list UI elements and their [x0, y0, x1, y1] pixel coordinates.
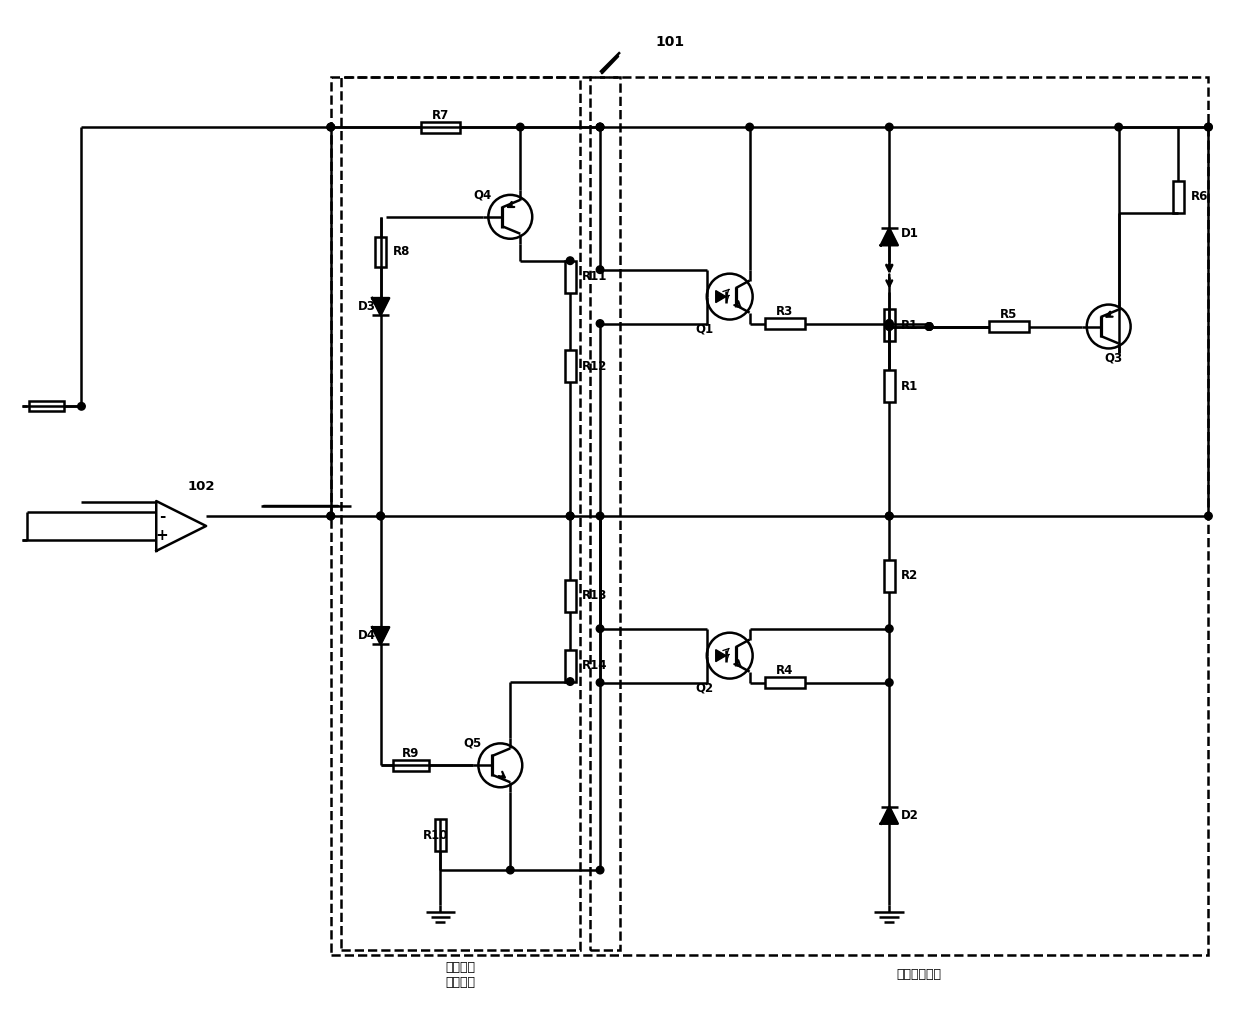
Circle shape	[596, 320, 604, 327]
Text: 激励功率
放大电路: 激励功率 放大电路	[445, 960, 475, 988]
Text: Q1: Q1	[696, 322, 714, 335]
Circle shape	[596, 625, 604, 633]
Circle shape	[327, 123, 335, 131]
Text: R1: R1	[901, 318, 919, 332]
Circle shape	[517, 123, 525, 131]
Circle shape	[1204, 512, 1213, 520]
Circle shape	[596, 679, 604, 686]
Text: Q2: Q2	[696, 681, 714, 694]
Circle shape	[1115, 123, 1122, 131]
Circle shape	[596, 512, 604, 520]
Circle shape	[1204, 123, 1213, 131]
Text: R1: R1	[901, 380, 919, 393]
Circle shape	[327, 123, 335, 131]
Text: D2: D2	[901, 809, 919, 822]
Circle shape	[567, 512, 574, 520]
Polygon shape	[715, 291, 725, 303]
Bar	[29, 401, 64, 411]
Circle shape	[885, 679, 893, 686]
Polygon shape	[880, 807, 898, 824]
Bar	[765, 318, 805, 329]
Bar	[990, 321, 1029, 332]
Circle shape	[885, 323, 893, 330]
Circle shape	[596, 866, 604, 873]
Text: 短路保护电路: 短路保护电路	[897, 969, 941, 981]
Circle shape	[925, 323, 932, 330]
Circle shape	[596, 123, 604, 131]
Circle shape	[567, 257, 574, 264]
Polygon shape	[372, 627, 389, 644]
Text: R9: R9	[402, 747, 419, 759]
Circle shape	[885, 320, 893, 327]
Bar	[884, 309, 895, 341]
Circle shape	[506, 866, 515, 873]
Bar	[564, 650, 575, 682]
Text: D1: D1	[901, 227, 919, 240]
Text: R2: R2	[901, 570, 919, 582]
Circle shape	[1204, 123, 1213, 131]
Bar	[590, 78, 620, 950]
Bar	[884, 371, 895, 402]
Text: R13: R13	[582, 589, 608, 602]
Text: R7: R7	[432, 109, 449, 121]
Polygon shape	[715, 650, 725, 662]
Text: D4: D4	[357, 629, 376, 642]
Circle shape	[78, 403, 86, 410]
Text: D3: D3	[358, 300, 376, 313]
Circle shape	[885, 123, 893, 131]
Text: 102: 102	[187, 480, 215, 492]
Circle shape	[925, 323, 932, 330]
Circle shape	[746, 123, 754, 131]
Text: R5: R5	[1001, 308, 1018, 321]
Text: -: -	[159, 509, 165, 524]
Circle shape	[885, 323, 893, 330]
Bar	[376, 237, 386, 266]
Text: +: +	[156, 528, 169, 543]
Circle shape	[327, 512, 335, 520]
Circle shape	[885, 625, 893, 633]
Text: R11: R11	[582, 270, 608, 283]
Text: R10: R10	[423, 829, 448, 841]
Text: R12: R12	[582, 359, 608, 373]
Text: R8: R8	[393, 246, 410, 258]
Circle shape	[327, 512, 335, 520]
Bar	[564, 261, 575, 292]
Text: R6: R6	[1190, 191, 1208, 203]
Polygon shape	[880, 228, 898, 246]
Circle shape	[377, 512, 384, 520]
Circle shape	[885, 512, 893, 520]
Bar	[765, 678, 805, 688]
Text: R3: R3	[776, 305, 794, 318]
Circle shape	[885, 512, 893, 520]
Text: R14: R14	[582, 659, 608, 672]
Text: Q4: Q4	[474, 189, 491, 201]
Text: R4: R4	[776, 664, 794, 678]
Bar	[435, 819, 446, 852]
Bar	[420, 121, 460, 133]
Circle shape	[596, 123, 604, 131]
Circle shape	[596, 266, 604, 274]
Bar	[393, 759, 429, 771]
Circle shape	[567, 678, 574, 686]
Circle shape	[925, 323, 932, 330]
Bar	[1173, 181, 1184, 212]
Circle shape	[885, 320, 893, 327]
Circle shape	[596, 123, 604, 131]
Bar	[331, 78, 1209, 955]
Text: 101: 101	[655, 35, 684, 50]
Bar	[564, 350, 575, 382]
Bar	[341, 78, 580, 950]
Bar	[884, 559, 895, 592]
Polygon shape	[372, 298, 389, 315]
Bar	[564, 580, 575, 611]
Text: Q5: Q5	[464, 737, 481, 750]
Circle shape	[377, 512, 384, 520]
Circle shape	[567, 512, 574, 520]
Text: Q3: Q3	[1105, 352, 1122, 365]
